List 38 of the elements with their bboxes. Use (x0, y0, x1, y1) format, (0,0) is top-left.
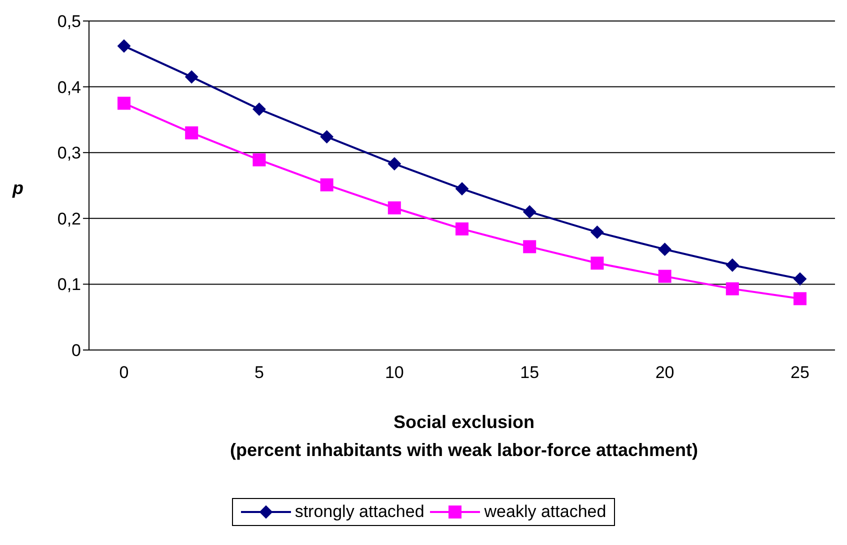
point (658, 242, 672, 256)
point (456, 182, 468, 196)
x-tick-label: 25 (790, 363, 810, 382)
point (658, 270, 672, 283)
point (185, 126, 198, 140)
legend-label: weakly attached (484, 502, 606, 522)
point (388, 157, 401, 170)
y-tick-label: 0,2 (57, 209, 81, 228)
x-tick-label: 5 (254, 363, 264, 382)
y-tick-label: 0,4 (57, 78, 81, 97)
point (726, 258, 739, 272)
y-tick-label: 0,5 (57, 12, 81, 32)
point (794, 272, 806, 286)
point (590, 226, 604, 239)
point (320, 130, 334, 144)
y-tick-label: 0,3 (57, 144, 81, 163)
point (320, 178, 334, 192)
point (252, 153, 266, 166)
y-axis-title: p (11, 178, 24, 199)
point (726, 282, 739, 296)
x-tick-label: 10 (384, 363, 404, 382)
x-tick-label: 20 (655, 363, 674, 382)
y-tick-label: 0 (72, 341, 81, 360)
x-tick-label: 15 (520, 363, 540, 382)
point (388, 201, 401, 214)
point (118, 40, 130, 53)
point (523, 240, 536, 254)
point (118, 96, 130, 110)
point (252, 102, 266, 116)
point (523, 205, 536, 218)
legend-label: strongly attached (294, 502, 424, 522)
point (590, 256, 604, 270)
x-axis-title: Social exclusion (percent inhabitants with weak labor-force attachment) (228, 411, 700, 462)
x-tick-label: 0 (119, 363, 129, 382)
point (794, 292, 806, 306)
y-tick-label: 0,1 (57, 275, 81, 294)
point (456, 222, 468, 236)
point (185, 70, 198, 84)
